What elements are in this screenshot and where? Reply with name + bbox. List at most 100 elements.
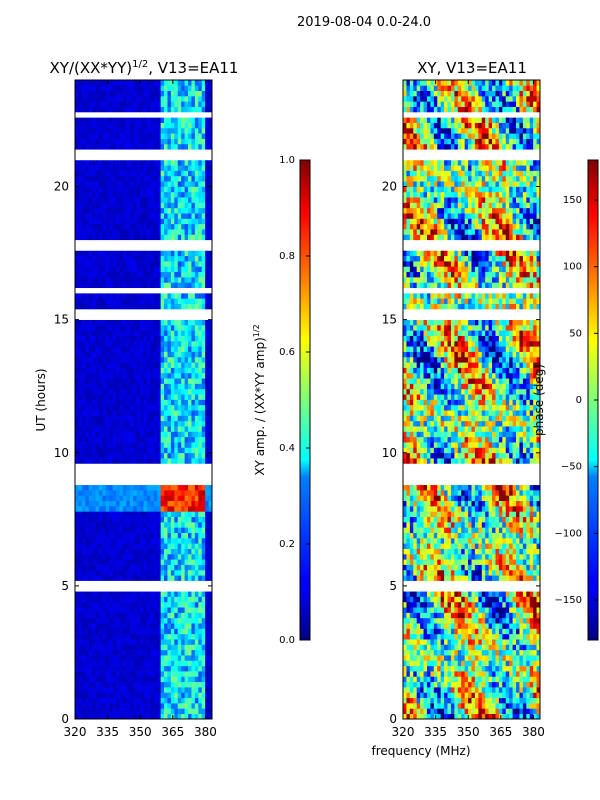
- heatmap-cell: [191, 426, 196, 432]
- heatmap-cell: [105, 165, 110, 171]
- heatmap-cell: [181, 399, 185, 406]
- heatmap-cell: [98, 495, 103, 502]
- heatmap-cell: [126, 612, 131, 619]
- heatmap-cell: [146, 708, 151, 715]
- heatmap-cell: [88, 245, 93, 251]
- heatmap-cell: [198, 303, 203, 310]
- heatmap-cell: [167, 479, 172, 486]
- heatmap-cell: [170, 585, 175, 592]
- heatmap-cell: [150, 378, 155, 384]
- heatmap-cell: [140, 207, 144, 214]
- heatmap-cell: [174, 516, 179, 523]
- heatmap-cell: [98, 463, 103, 470]
- heatmap-cell: [102, 532, 107, 539]
- heatmap-cell: [129, 490, 134, 496]
- heatmap-cell: [81, 340, 86, 347]
- heatmap-cell: [98, 388, 103, 395]
- heatmap-cell: [95, 484, 100, 491]
- heatmap-cell: [146, 394, 151, 400]
- heatmap-cell: [164, 676, 168, 683]
- heatmap-cell: [150, 633, 155, 640]
- heatmap-cell: [164, 474, 168, 480]
- heatmap-cell: [109, 186, 114, 193]
- heatmap-cell: [174, 697, 179, 704]
- heatmap-cell: [181, 474, 185, 480]
- heatmap-cell: [157, 351, 161, 358]
- heatmap-cell: [140, 506, 144, 512]
- heatmap-cell: [136, 671, 141, 677]
- heatmap-cell: [133, 426, 137, 432]
- heatmap-cell: [109, 553, 114, 560]
- heatmap-cell: [194, 601, 199, 608]
- heatmap-cell: [167, 308, 172, 315]
- heatmap-cell: [78, 484, 83, 491]
- heatmap-cell: [194, 207, 199, 214]
- heatmap-cell: [136, 282, 141, 289]
- heatmap-cell: [133, 106, 137, 113]
- heatmap-cell: [88, 601, 93, 608]
- heatmap-cell: [194, 442, 199, 448]
- heatmap-cell: [150, 399, 155, 406]
- heatmap-cell: [174, 553, 179, 560]
- heatmap-cell: [140, 399, 144, 406]
- heatmap-cell: [150, 511, 155, 517]
- heatmap-cell: [88, 479, 93, 486]
- heatmap-cell: [181, 623, 185, 629]
- heatmap-cell: [81, 314, 86, 320]
- heatmap-cell: [119, 340, 124, 347]
- heatmap-cell: [177, 442, 182, 448]
- heatmap-cell: [174, 676, 179, 683]
- heatmap-cell: [129, 335, 134, 342]
- heatmap-cell: [194, 697, 199, 704]
- heatmap-cell: [85, 250, 90, 257]
- heatmap-cell: [403, 697, 407, 704]
- heatmap-cell: [78, 468, 83, 475]
- heatmap-cell: [205, 383, 209, 390]
- heatmap-cell: [85, 703, 90, 709]
- heatmap-cell: [85, 436, 90, 443]
- heatmap-cell: [205, 122, 209, 129]
- heatmap-cell: [98, 239, 103, 246]
- heatmap-cell: [78, 330, 83, 336]
- heatmap-cell: [98, 101, 103, 107]
- heatmap-cell: [116, 372, 120, 379]
- heatmap-cell: [78, 314, 83, 320]
- heatmap-cell: [167, 372, 172, 379]
- heatmap-cell: [184, 202, 189, 209]
- heatmap-cell: [126, 271, 131, 278]
- heatmap-cell: [194, 95, 199, 102]
- heatmap-cell: [201, 85, 206, 91]
- heatmap-cell: [157, 255, 161, 262]
- heatmap-cell: [146, 564, 151, 571]
- heatmap-cell: [181, 223, 185, 230]
- heatmap-cell: [157, 197, 161, 203]
- heatmap-cell: [126, 623, 131, 629]
- heatmap-cell: [184, 575, 189, 581]
- heatmap-cell: [102, 468, 107, 475]
- heatmap-cell: [198, 601, 203, 608]
- heatmap-cell: [191, 463, 196, 470]
- heatmap-cell: [153, 101, 158, 107]
- heatmap-cell: [198, 527, 203, 533]
- heatmap-cell: [122, 500, 127, 507]
- heatmap-cell: [105, 186, 110, 193]
- heatmap-cell: [75, 186, 79, 193]
- heatmap-cell: [191, 671, 196, 677]
- heatmap-cell: [102, 431, 107, 438]
- heatmap-cell: [157, 319, 161, 326]
- heatmap-cell: [184, 239, 189, 246]
- heatmap-cell: [78, 197, 83, 203]
- heatmap-cell: [136, 655, 141, 661]
- heatmap-cell: [105, 639, 110, 645]
- heatmap-cell: [150, 532, 155, 539]
- heatmap-cell: [150, 175, 155, 182]
- heatmap-cell: [78, 591, 83, 597]
- heatmap-cell: [191, 165, 196, 171]
- heatmap-cell: [129, 703, 134, 709]
- heatmap-cell: [184, 101, 189, 107]
- heatmap-cell: [188, 404, 192, 411]
- heatmap-cell: [98, 261, 103, 267]
- heatmap-cell: [519, 713, 524, 720]
- heatmap-cell: [143, 511, 148, 517]
- heatmap-cell: [177, 553, 182, 560]
